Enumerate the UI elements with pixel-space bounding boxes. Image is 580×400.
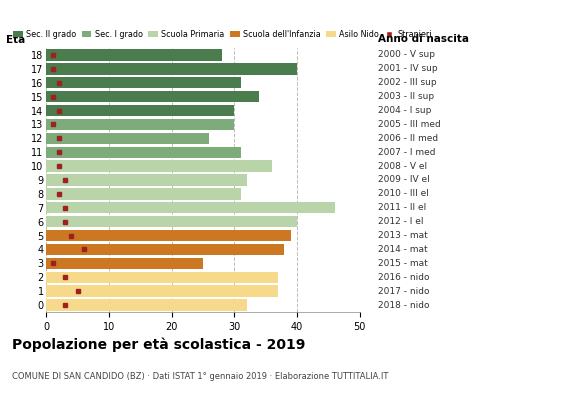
Text: 2002 - III sup: 2002 - III sup [378,78,437,87]
Text: 2003 - II sup: 2003 - II sup [378,92,434,101]
Bar [46,146,241,158]
Text: Popolazione per età scolastica - 2019: Popolazione per età scolastica - 2019 [12,338,305,352]
Text: 2015 - mat: 2015 - mat [378,259,428,268]
Text: 2013 - mat: 2013 - mat [378,231,428,240]
Text: 2000 - V sup: 2000 - V sup [378,50,436,60]
Legend: Sec. II grado, Sec. I grado, Scuola Primaria, Scuola dell'Infanzia, Asilo Nido, : Sec. II grado, Sec. I grado, Scuola Prim… [13,30,432,39]
Bar [46,230,291,241]
Text: COMUNE DI SAN CANDIDO (BZ) · Dati ISTAT 1° gennaio 2019 · Elaborazione TUTTITALI: COMUNE DI SAN CANDIDO (BZ) · Dati ISTAT … [12,372,388,381]
Text: 2017 - nido: 2017 - nido [378,287,430,296]
Bar [46,49,222,61]
Bar [46,188,241,200]
Text: 2018 - nido: 2018 - nido [378,300,430,310]
Bar [46,91,259,102]
Text: 2011 - II el: 2011 - II el [378,203,427,212]
Text: Età: Età [6,35,25,45]
Bar [46,216,297,227]
Text: Anno di nascita: Anno di nascita [378,34,469,44]
Text: 2005 - III med: 2005 - III med [378,120,441,129]
Text: 2010 - III el: 2010 - III el [378,189,429,198]
Bar [46,258,203,269]
Bar [46,160,272,172]
Bar [46,202,335,214]
Text: 2016 - nido: 2016 - nido [378,273,430,282]
Text: 2009 - IV el: 2009 - IV el [378,176,430,184]
Bar [46,133,209,144]
Text: 2014 - mat: 2014 - mat [378,245,428,254]
Text: 2012 - I el: 2012 - I el [378,217,424,226]
Bar [46,174,247,186]
Bar [46,105,234,116]
Bar [46,77,241,88]
Bar [46,286,278,297]
Text: 2001 - IV sup: 2001 - IV sup [378,64,438,73]
Bar [46,299,247,311]
Bar [46,244,284,255]
Bar [46,63,297,74]
Text: 2007 - I med: 2007 - I med [378,148,436,157]
Text: 2004 - I sup: 2004 - I sup [378,106,432,115]
Text: 2006 - II med: 2006 - II med [378,134,438,143]
Text: 2008 - V el: 2008 - V el [378,162,427,171]
Bar [46,272,278,283]
Bar [46,119,234,130]
